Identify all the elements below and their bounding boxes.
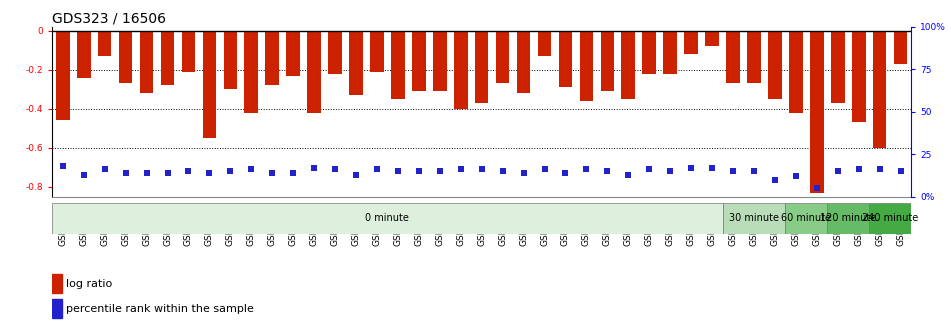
Text: 30 minute: 30 minute: [729, 213, 779, 223]
Point: [285, 170, 301, 175]
Bar: [516, 31, 531, 93]
Bar: [600, 31, 614, 91]
Bar: [119, 31, 132, 83]
Bar: [349, 31, 363, 95]
Point: [579, 167, 594, 172]
Point: [767, 177, 783, 182]
Point: [453, 167, 468, 172]
Point: [537, 167, 553, 172]
Point: [788, 173, 804, 179]
Bar: [52, 299, 62, 318]
Point: [705, 165, 720, 170]
Point: [264, 170, 280, 175]
Point: [809, 185, 825, 191]
Point: [411, 168, 426, 174]
Point: [243, 167, 259, 172]
Point: [202, 170, 217, 175]
FancyBboxPatch shape: [52, 203, 723, 234]
Bar: [52, 274, 62, 293]
Text: percentile rank within the sample: percentile rank within the sample: [66, 304, 254, 313]
Point: [600, 168, 615, 174]
Point: [76, 172, 91, 177]
Point: [97, 167, 112, 172]
Bar: [852, 31, 865, 122]
Point: [684, 165, 699, 170]
Bar: [831, 31, 844, 103]
Bar: [537, 31, 552, 56]
Bar: [789, 31, 803, 113]
Bar: [161, 31, 174, 85]
Point: [306, 165, 321, 170]
Point: [181, 168, 196, 174]
Point: [139, 170, 154, 175]
Point: [369, 167, 384, 172]
Bar: [307, 31, 320, 113]
Bar: [622, 31, 635, 99]
FancyBboxPatch shape: [827, 203, 869, 234]
Point: [747, 168, 762, 174]
Text: 120 minute: 120 minute: [820, 213, 877, 223]
Point: [642, 167, 657, 172]
Bar: [182, 31, 195, 72]
Bar: [475, 31, 489, 103]
Point: [475, 167, 490, 172]
Point: [160, 170, 175, 175]
Bar: [643, 31, 656, 74]
Bar: [244, 31, 258, 113]
Bar: [391, 31, 405, 99]
Text: log ratio: log ratio: [66, 279, 112, 289]
Point: [893, 168, 908, 174]
Bar: [706, 31, 719, 46]
Bar: [56, 31, 69, 121]
Bar: [412, 31, 426, 91]
FancyBboxPatch shape: [786, 203, 827, 234]
Bar: [495, 31, 510, 83]
Bar: [873, 31, 886, 148]
Point: [327, 167, 342, 172]
Bar: [664, 31, 677, 74]
Point: [851, 167, 866, 172]
Bar: [727, 31, 740, 83]
Point: [348, 172, 363, 177]
Bar: [328, 31, 341, 74]
Point: [495, 168, 511, 174]
Bar: [286, 31, 300, 76]
Text: 240 minute: 240 minute: [862, 213, 919, 223]
Bar: [768, 31, 782, 99]
Bar: [77, 31, 90, 78]
Point: [663, 168, 678, 174]
Bar: [747, 31, 761, 83]
FancyBboxPatch shape: [723, 203, 786, 234]
Point: [872, 167, 887, 172]
Point: [726, 168, 741, 174]
Point: [621, 172, 636, 177]
Bar: [370, 31, 384, 72]
Point: [390, 168, 405, 174]
Text: 0 minute: 0 minute: [365, 213, 409, 223]
Bar: [454, 31, 468, 109]
Bar: [579, 31, 593, 101]
Point: [118, 170, 133, 175]
FancyBboxPatch shape: [869, 203, 911, 234]
Bar: [894, 31, 907, 64]
Point: [223, 168, 238, 174]
Point: [432, 168, 447, 174]
Text: 60 minute: 60 minute: [782, 213, 831, 223]
Bar: [558, 31, 573, 87]
Bar: [265, 31, 279, 85]
Bar: [140, 31, 153, 93]
Bar: [810, 31, 824, 193]
Point: [558, 170, 573, 175]
Bar: [203, 31, 216, 138]
Point: [55, 163, 70, 169]
Bar: [433, 31, 447, 91]
Text: GDS323 / 16506: GDS323 / 16506: [52, 12, 166, 26]
Bar: [223, 31, 237, 89]
Point: [516, 170, 532, 175]
Bar: [685, 31, 698, 54]
Bar: [98, 31, 111, 56]
Point: [830, 168, 845, 174]
